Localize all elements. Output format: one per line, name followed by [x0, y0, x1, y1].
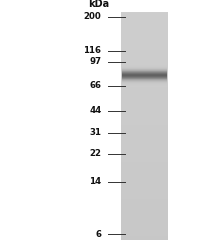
Text: 97: 97	[89, 57, 102, 66]
Text: 44: 44	[89, 106, 102, 115]
Text: 66: 66	[89, 81, 102, 90]
Text: 31: 31	[89, 128, 102, 137]
Text: kDa: kDa	[89, 0, 110, 9]
Text: 6: 6	[95, 230, 102, 239]
Text: 116: 116	[84, 46, 102, 55]
Text: 22: 22	[89, 149, 102, 158]
Text: 14: 14	[89, 177, 102, 186]
Text: 200: 200	[84, 12, 102, 21]
